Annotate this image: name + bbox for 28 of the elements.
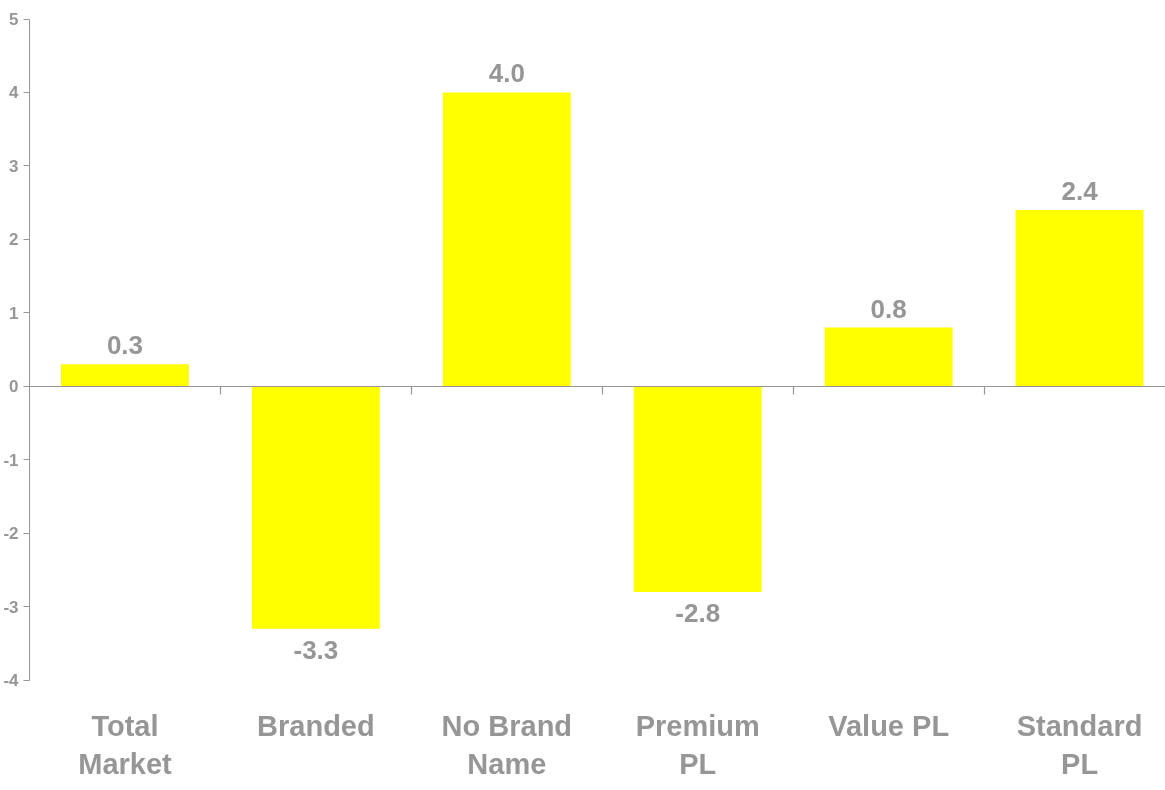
y-tick-label: 5: [9, 10, 19, 30]
y-tick-label: 1: [9, 303, 19, 323]
x-tick-label: No Brand Name: [441, 710, 573, 781]
y-tick-label: -1: [3, 450, 19, 470]
x-tick-label: Branded: [257, 710, 375, 743]
data-label: -3.3: [293, 634, 339, 665]
data-label: 0.8: [870, 293, 907, 324]
y-tick-label: -2: [3, 524, 19, 544]
y-tick-label: 3: [9, 156, 19, 176]
y-tick-label: 4: [9, 83, 20, 103]
data-label: 4.0: [488, 58, 525, 89]
y-tick-label: 2: [9, 230, 19, 250]
data-label: 2.4: [1061, 175, 1099, 206]
y-tick-label: 0: [9, 377, 19, 397]
x-tick-label: Standard PL: [1016, 710, 1143, 781]
bar: [61, 364, 189, 387]
bar: [251, 386, 380, 629]
x-tick-label: Premium PL: [635, 710, 760, 781]
bar: [1015, 209, 1144, 387]
y-tick-label: -3: [3, 597, 19, 617]
bar: [442, 92, 571, 387]
bar: [824, 327, 953, 387]
x-tick-label: Value PL: [828, 710, 950, 743]
bar: [633, 386, 762, 592]
data-label: 0.3: [106, 330, 144, 361]
data-label: -2.8: [675, 597, 721, 628]
x-tick-label: Total Market: [78, 710, 173, 781]
y-tick-label: -4: [3, 671, 20, 691]
